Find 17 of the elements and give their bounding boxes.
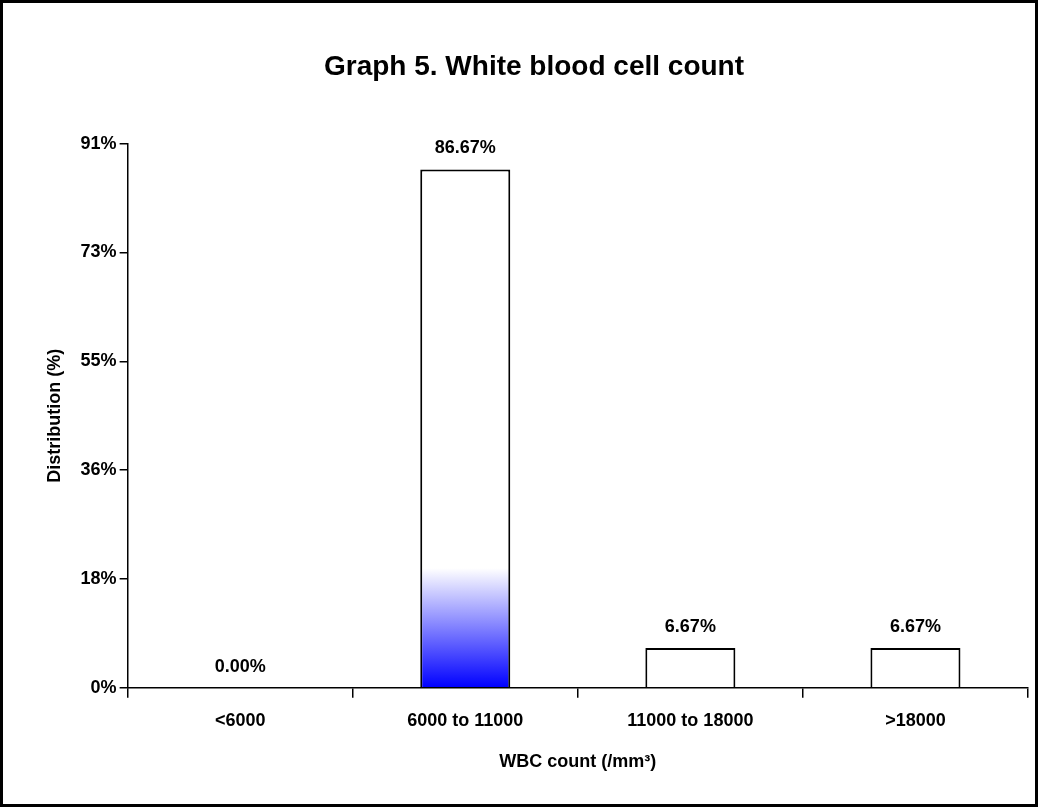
chart-title: Graph 5. White blood cell count [323, 49, 745, 81]
y-tick-label: 55% [80, 350, 117, 371]
x-axis-title: WBC count (/mm³) [499, 751, 657, 772]
y-axis-title: Distribution (%) [43, 348, 64, 483]
y-tick-label: 73% [80, 241, 117, 262]
x-tick-label: 11000 to 18000 [627, 709, 754, 730]
y-tick-label: 36% [80, 459, 117, 480]
y-tick-label: 18% [80, 567, 117, 588]
data-label: 0.00% [214, 655, 266, 676]
data-label: 6.67% [664, 615, 716, 636]
data-label: 6.67% [889, 615, 941, 636]
x-tick-label: >18000 [885, 709, 946, 730]
y-tick-label: 91% [80, 132, 117, 153]
data-label: 86.67% [434, 137, 496, 158]
x-tick-label: 6000 to 11000 [407, 709, 524, 730]
y-tick-label: 0% [90, 676, 117, 697]
x-tick-label: <6000 [214, 709, 266, 730]
